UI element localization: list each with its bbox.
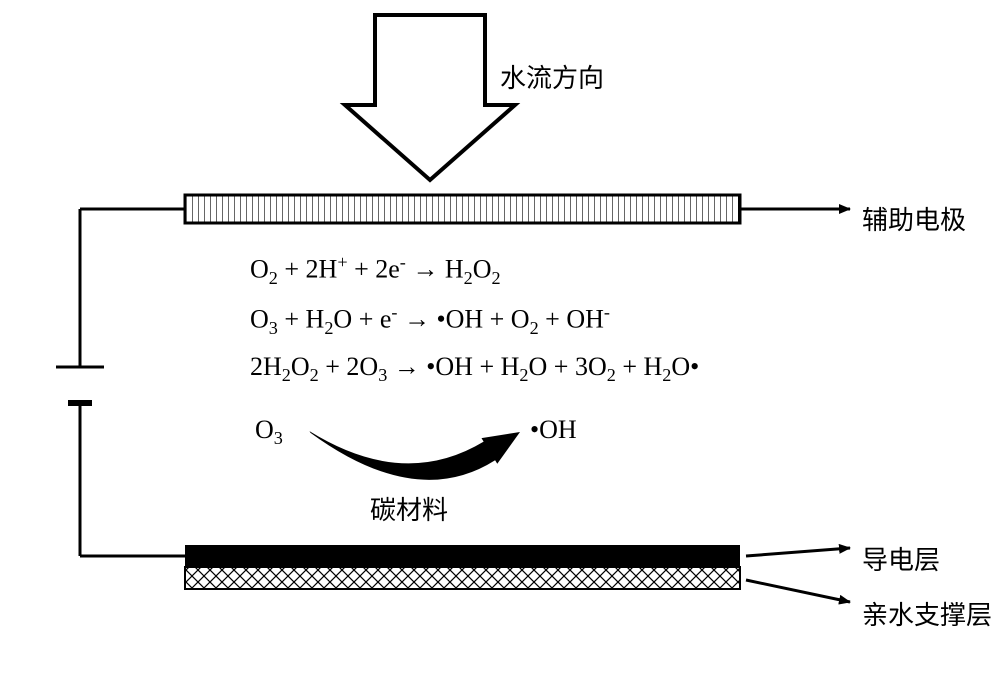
flow-direction-label: 水流方向	[500, 58, 604, 95]
diagram-canvas: 水流方向 辅助电极 O2 + 2H+ + 2e- → H2O2 O3 + H2O…	[0, 0, 1000, 673]
equation-1: O2 + 2H+ + 2e- → H2O2	[250, 252, 501, 289]
equation-2: O3 + H2O + e- → •OH + O2 + OH-	[250, 302, 610, 339]
conductive-layer-label: 导电层	[862, 540, 940, 577]
auxiliary-electrode	[185, 195, 740, 223]
hydroxyl-label: •OH	[530, 415, 577, 445]
support-layer-pointer	[746, 580, 850, 602]
ozone-label: O3	[255, 415, 283, 449]
circuit-wiring	[56, 209, 185, 556]
conductive-layer	[185, 545, 740, 567]
carbon-material-label: 碳材料	[370, 490, 448, 527]
support-layer-label: 亲水支撑层	[862, 595, 992, 632]
equation-3: 2H2O2 + 2O3 → •OH + H2O + 3O2 + H2O•	[250, 352, 699, 386]
conductive-layer-pointer	[746, 548, 850, 556]
catalysis-arrow	[309, 431, 520, 480]
hydrophilic-support-layer	[185, 567, 740, 589]
auxiliary-electrode-label: 辅助电极	[862, 200, 966, 237]
flow-direction-arrow	[345, 15, 515, 180]
